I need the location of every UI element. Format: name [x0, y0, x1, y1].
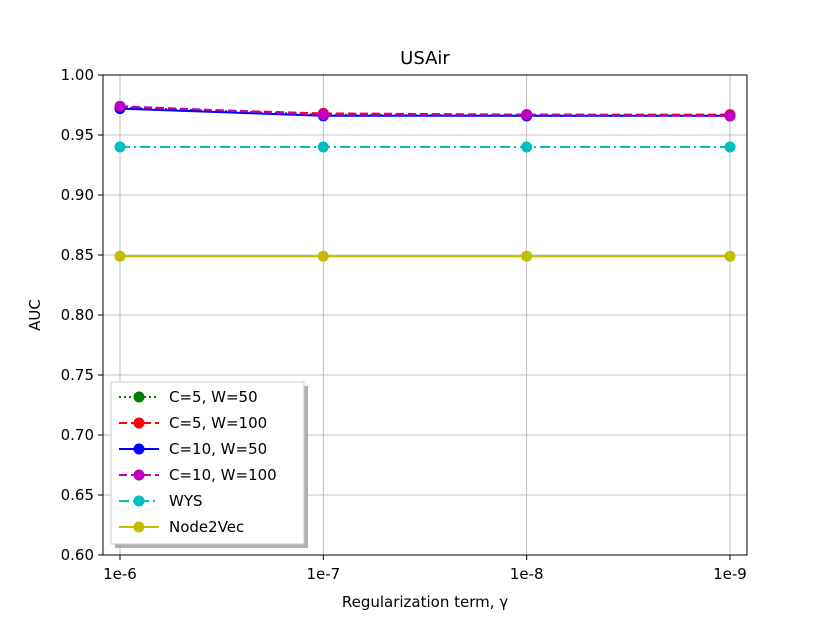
y-tick-label: 0.95: [61, 126, 94, 144]
series-line: [119, 105, 731, 117]
axes: 0.60 0.65 0.70 0.75 0.80 0.85 0.90 0.95 1.00 1e-6…: [61, 66, 747, 583]
legend-item: C=10, W=100: [119, 466, 277, 484]
data-point: [521, 109, 533, 121]
data-point: [724, 250, 736, 262]
data-point: [317, 250, 329, 262]
legend-marker: [133, 391, 145, 403]
legend-box: [110, 381, 305, 545]
data-point: [114, 250, 126, 262]
legend-marker: [133, 417, 145, 429]
legend-item: C=5, W=100: [119, 414, 267, 432]
y-tick-label: 0.65: [61, 486, 94, 504]
data-point: [521, 250, 533, 262]
x-tick-label: 1e-6: [103, 565, 137, 583]
series-layer: [114, 100, 736, 262]
legend-marker: [133, 469, 145, 481]
legend-label: C=10, W=100: [169, 466, 277, 484]
legend-label: Node2Vec: [169, 518, 244, 536]
legend-marker: [133, 495, 145, 507]
data-point: [114, 100, 126, 112]
series-4: [114, 141, 736, 153]
legend-label: C=10, W=50: [169, 440, 267, 458]
y-tick-label: 0.70: [61, 426, 94, 444]
y-axis-title: AUC: [26, 299, 44, 331]
y-tick-label: 0.90: [61, 186, 94, 204]
legend-label: C=5, W=100: [169, 414, 267, 432]
data-point: [521, 141, 533, 153]
legend-label: C=5, W=50: [169, 388, 258, 406]
data-point: [724, 141, 736, 153]
x-tick-label: 1e-8: [510, 565, 544, 583]
y-tick-label: 0.75: [61, 366, 94, 384]
legend: C=5, W=50 C=5, W=100 C=10, W=50 C=10, W=100…: [110, 381, 308, 548]
legend-item: WYS: [119, 492, 203, 510]
legend-item: C=10, W=50: [119, 440, 267, 458]
y-tick-label: 1.00: [61, 66, 94, 84]
legend-marker: [133, 521, 145, 533]
y-tick-label: 0.85: [61, 246, 94, 264]
x-axis-title: Regularization term, γ: [342, 593, 508, 611]
x-tick-label: 1e-9: [713, 565, 747, 583]
legend-marker: [133, 443, 145, 455]
y-tick-label: 0.80: [61, 306, 94, 324]
series-3: [114, 100, 736, 122]
legend-item: Node2Vec: [119, 518, 244, 536]
chart-title: USAir: [400, 48, 450, 69]
series-5: [114, 250, 736, 262]
x-tick-label: 1e-7: [306, 565, 340, 583]
y-tick-label: 0.60: [61, 546, 94, 564]
legend-label: WYS: [169, 492, 203, 510]
data-point: [724, 110, 736, 122]
legend-item: C=5, W=50: [119, 388, 258, 406]
data-point: [317, 141, 329, 153]
data-point: [114, 141, 126, 153]
data-point: [317, 109, 329, 121]
